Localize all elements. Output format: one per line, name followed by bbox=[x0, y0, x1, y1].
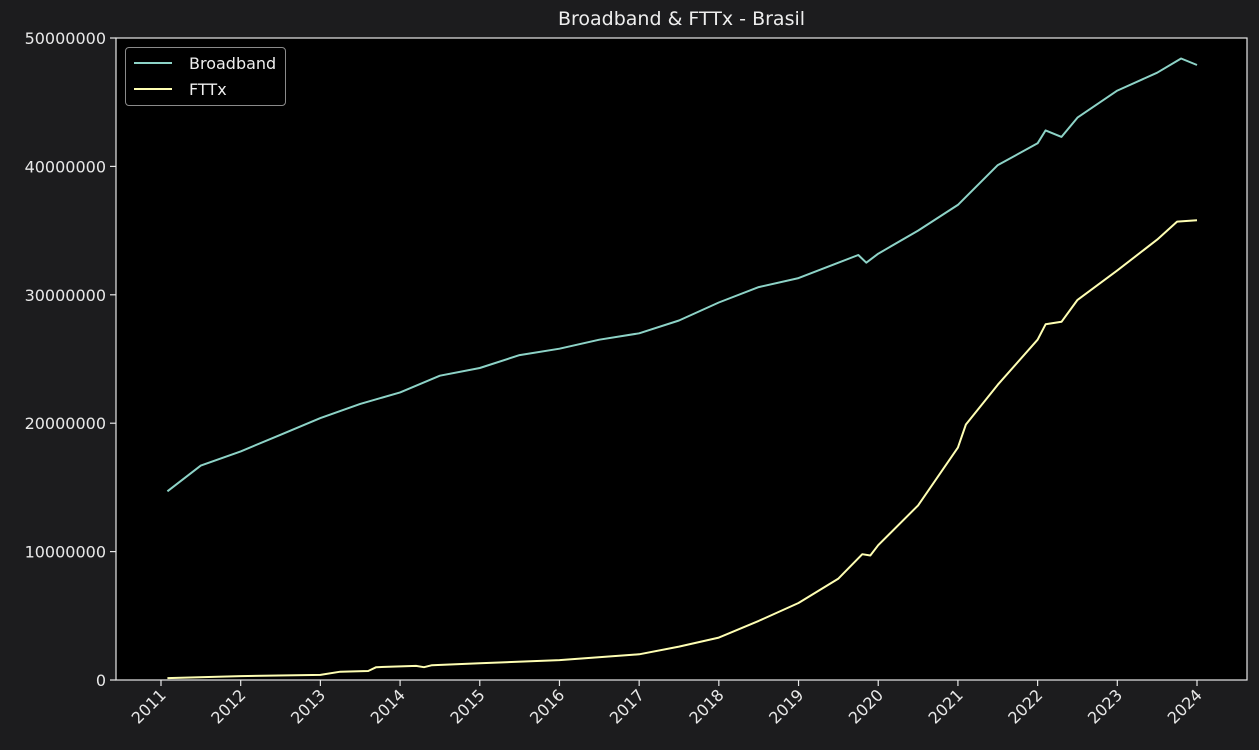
x-tick-label: 2013 bbox=[287, 685, 329, 727]
x-tick-label: 2021 bbox=[925, 685, 967, 727]
legend-swatch-fttx bbox=[134, 88, 172, 90]
chart-title: Broadband & FTTx - Brasil bbox=[557, 8, 806, 30]
plot-area bbox=[116, 38, 1247, 680]
legend-label-fttx: FTTx bbox=[189, 79, 227, 99]
x-tick-label: 2020 bbox=[845, 685, 887, 727]
legend-swatch-broadband bbox=[134, 62, 172, 64]
x-tick-label: 2015 bbox=[446, 685, 488, 727]
x-tick-label: 2014 bbox=[367, 685, 409, 727]
y-axis: 0 10000000 20000000 30000000 40000000 5000000… bbox=[25, 29, 116, 690]
x-tick-label: 2024 bbox=[1164, 685, 1206, 727]
x-tick-label: 2017 bbox=[606, 685, 648, 727]
series-layer bbox=[166, 57, 1198, 680]
legend-item-broadband: Broadband bbox=[134, 53, 276, 73]
series-line-fttx bbox=[167, 219, 1198, 680]
y-tick-label: 30000000 bbox=[25, 286, 106, 305]
legend: Broadband FTTx bbox=[125, 47, 286, 106]
series-line-broadband bbox=[166, 57, 1198, 493]
y-tick-label: 10000000 bbox=[25, 543, 106, 562]
legend-label-broadband: Broadband bbox=[189, 53, 277, 73]
y-tick-label: 0 bbox=[96, 671, 106, 690]
x-tick-label: 2018 bbox=[685, 685, 727, 727]
x-tick-label: 2016 bbox=[526, 685, 568, 727]
x-tick-label: 2019 bbox=[765, 685, 807, 727]
x-tick-label: 2023 bbox=[1084, 685, 1126, 727]
plot-frame bbox=[115, 37, 1248, 681]
x-axis: 2011 2012 2013 2014 2015 2016 2017 2018 2019 2020… bbox=[128, 680, 1206, 728]
y-tick-label: 40000000 bbox=[25, 157, 106, 176]
x-tick-label: 2012 bbox=[207, 685, 249, 727]
y-tick-label: 50000000 bbox=[25, 29, 106, 48]
x-tick-label: 2011 bbox=[128, 685, 170, 727]
y-tick-label: 20000000 bbox=[25, 414, 106, 433]
legend-item-fttx: FTTx bbox=[134, 79, 227, 99]
x-tick-label: 2022 bbox=[1004, 685, 1046, 727]
